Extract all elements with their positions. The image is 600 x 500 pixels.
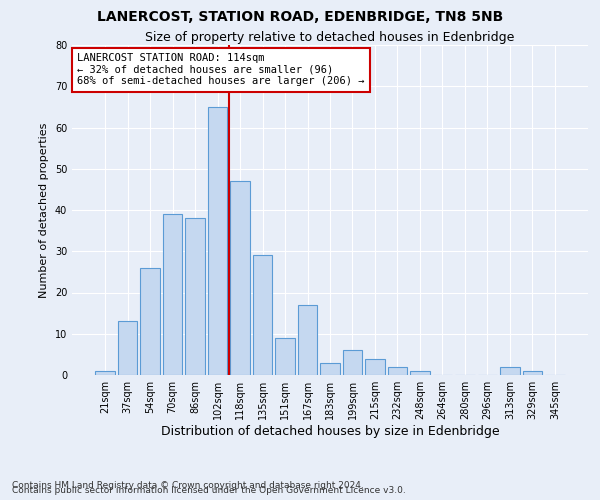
Bar: [365, 358, 385, 375]
X-axis label: Distribution of detached houses by size in Edenbridge: Distribution of detached houses by size …: [161, 425, 499, 438]
Bar: [95, 371, 115, 375]
Text: LANERCOST, STATION ROAD, EDENBRIDGE, TN8 5NB: LANERCOST, STATION ROAD, EDENBRIDGE, TN8…: [97, 10, 503, 24]
Bar: [118, 322, 137, 375]
Bar: [500, 367, 520, 375]
Bar: [320, 362, 340, 375]
Bar: [523, 371, 542, 375]
Bar: [140, 268, 160, 375]
Text: LANERCOST STATION ROAD: 114sqm
← 32% of detached houses are smaller (96)
68% of : LANERCOST STATION ROAD: 114sqm ← 32% of …: [77, 53, 365, 86]
Bar: [163, 214, 182, 375]
Bar: [410, 371, 430, 375]
Bar: [185, 218, 205, 375]
Bar: [388, 367, 407, 375]
Text: Contains public sector information licensed under the Open Government Licence v3: Contains public sector information licen…: [12, 486, 406, 495]
Bar: [253, 256, 272, 375]
Y-axis label: Number of detached properties: Number of detached properties: [39, 122, 49, 298]
Bar: [230, 181, 250, 375]
Bar: [208, 107, 227, 375]
Title: Size of property relative to detached houses in Edenbridge: Size of property relative to detached ho…: [145, 31, 515, 44]
Bar: [275, 338, 295, 375]
Text: Contains HM Land Registry data © Crown copyright and database right 2024.: Contains HM Land Registry data © Crown c…: [12, 481, 364, 490]
Bar: [343, 350, 362, 375]
Bar: [298, 305, 317, 375]
